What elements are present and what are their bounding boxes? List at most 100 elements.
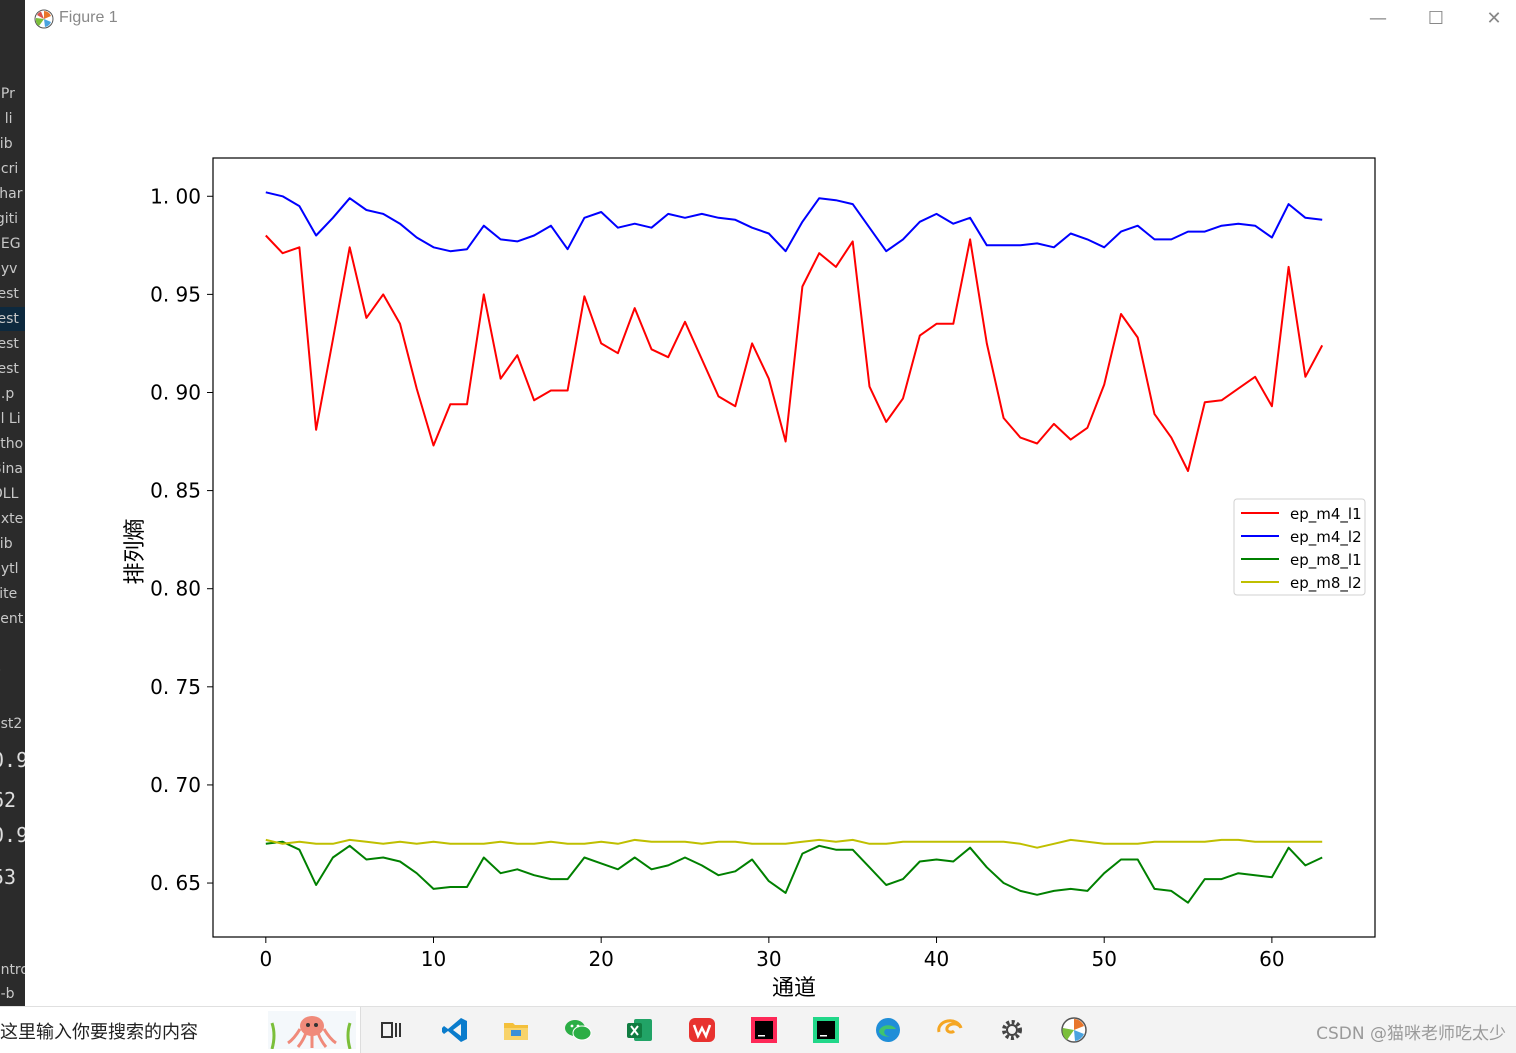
ide-project-tree-item[interactable]: L: [0, 632, 25, 656]
ide-project-tree-item[interactable]: igiti: [0, 207, 25, 231]
taskbar-search-box[interactable]: 这里输入你要搜索的内容: [0, 1007, 361, 1053]
ide-project-tree-item[interactable]: n.p: [0, 382, 25, 406]
ide-item-label: 62: [0, 788, 16, 812]
y-tick-label: 0. 65: [150, 871, 201, 895]
ide-project-tree-item[interactable]: e-b: [0, 982, 25, 1006]
app-orange-swirl-icon[interactable]: [935, 1015, 965, 1045]
ide-item-label: e-b: [0, 986, 15, 1002]
ide-project-tree-item[interactable]: DLL: [0, 482, 25, 506]
ide-item-label: nPr: [0, 86, 15, 102]
ide-project-tree-item[interactable]: ytho: [0, 432, 25, 456]
x-tick-label: 30: [756, 947, 781, 971]
ide-item-label: site: [0, 586, 17, 602]
excel-icon[interactable]: [625, 1015, 655, 1045]
csdn-watermark: CSDN @猫咪老师吃太少: [1316, 1019, 1506, 1044]
ide-project-tree-item[interactable]: est2: [0, 712, 25, 736]
taskbar-search-placeholder: 这里输入你要搜索的内容: [0, 1018, 198, 1044]
edge-browser-icon[interactable]: [873, 1015, 903, 1045]
file-explorer-icon[interactable]: [501, 1015, 531, 1045]
ide-project-tree-item[interactable]: vent: [0, 607, 25, 631]
octopus-search-decoration-icon: [268, 1011, 356, 1049]
x-tick-label: 40: [924, 947, 949, 971]
ide-project-tree-item[interactable]: EEG: [0, 232, 25, 256]
ide-item-label: al Li: [0, 411, 21, 427]
y-tick-label: 0. 85: [150, 479, 201, 503]
pycharm-icon[interactable]: [811, 1015, 841, 1045]
ide-item-label: 0.9: [0, 748, 25, 772]
ide-item-label: pyv: [0, 261, 17, 277]
ide-project-tree-item[interactable]: Lib: [0, 132, 25, 156]
ide-item-label: est2: [0, 716, 22, 732]
ide-project-tree-item[interactable]: v: [0, 18, 25, 42]
ide-item-label: ytho: [0, 436, 23, 452]
axes-frame: [213, 158, 1375, 937]
series-line-ep_m4_l1: [266, 236, 1322, 472]
series-line-ep_m8_l1: [266, 842, 1322, 903]
ide-item-label: Bina: [0, 461, 23, 477]
windows-taskbar: 这里输入你要搜索的内容: [0, 1006, 1516, 1053]
ide-item-label: DLL: [0, 486, 18, 502]
ide-project-tree-item[interactable]: S: [0, 657, 25, 681]
x-tick-label: 20: [588, 947, 613, 971]
ide-project-tree-item[interactable]: al Li: [0, 407, 25, 431]
x-tick-label: 10: [421, 947, 446, 971]
ide-project-tree-item[interactable]: nPr: [0, 82, 25, 106]
ide-project-tree-item[interactable]: Scri: [0, 157, 25, 181]
legend-label: ep_m8_l2: [1290, 574, 1362, 593]
series-line-ep_m4_l2: [266, 192, 1322, 251]
ide-project-tree-item[interactable]: ontro: [0, 958, 25, 982]
ide-item-label: Lib: [0, 536, 13, 552]
intellij-idea-icon[interactable]: [749, 1015, 779, 1045]
ide-project-tree-item[interactable]: Bina: [0, 457, 25, 481]
matplotlib-taskbar-icon[interactable]: [1059, 1015, 1089, 1045]
ide-project-tree-item[interactable]: 0.9: [0, 745, 25, 775]
ide-project-tree-item[interactable]: pyv: [0, 257, 25, 281]
y-axis-label: 排列熵: [123, 518, 148, 584]
ide-item-label: n.p: [0, 386, 14, 402]
ide-item-label: 53: [0, 865, 16, 889]
ide-project-tree-item[interactable]: s: [0, 682, 25, 706]
x-tick-label: 50: [1091, 947, 1116, 971]
ide-project-tree-item[interactable]: 53: [0, 862, 25, 892]
ide-item-label: S: [0, 661, 1, 677]
ide-item-label: vent: [0, 611, 23, 627]
task-view-icon[interactable]: [377, 1015, 407, 1045]
ide-item-label: igiti: [0, 211, 18, 227]
ide-project-tree-item[interactable]: 0.9: [0, 820, 25, 850]
wps-office-icon[interactable]: [687, 1015, 717, 1045]
y-tick-label: 0. 95: [150, 282, 201, 306]
ide-project-tree-item[interactable]: v li: [0, 107, 25, 131]
settings-gear-icon[interactable]: [997, 1015, 1027, 1045]
y-tick-label: 0. 80: [150, 577, 201, 601]
ide-project-tree-item[interactable]: 62: [0, 785, 25, 815]
legend-label: ep_m4_l2: [1290, 528, 1362, 547]
x-axis-label: 通道: [772, 976, 816, 1001]
ide-item-label: pytl: [0, 561, 19, 577]
y-tick-label: 0. 90: [150, 380, 201, 404]
ide-item-label: shar: [0, 186, 23, 202]
y-tick-label: 0. 75: [150, 675, 201, 699]
wechat-icon[interactable]: [563, 1015, 593, 1045]
x-tick-label: 0: [259, 947, 272, 971]
ide-project-tree-item[interactable]: Lib: [0, 532, 25, 556]
vscode-icon[interactable]: [440, 1015, 470, 1045]
legend-label: ep_m4_l1: [1290, 505, 1362, 524]
ide-item-label: Lib: [0, 136, 13, 152]
ide-item-label: v li: [0, 111, 13, 127]
ide-project-tree-item[interactable]: pytl: [0, 557, 25, 581]
ide-project-tree-item[interactable]: shar: [0, 182, 25, 206]
ide-project-tree-item[interactable]: site: [0, 582, 25, 606]
ide-item-label: Scri: [0, 161, 18, 177]
ide-item-label: 0.9: [0, 823, 25, 847]
ide-project-tree-item[interactable]: Exte: [0, 507, 25, 531]
